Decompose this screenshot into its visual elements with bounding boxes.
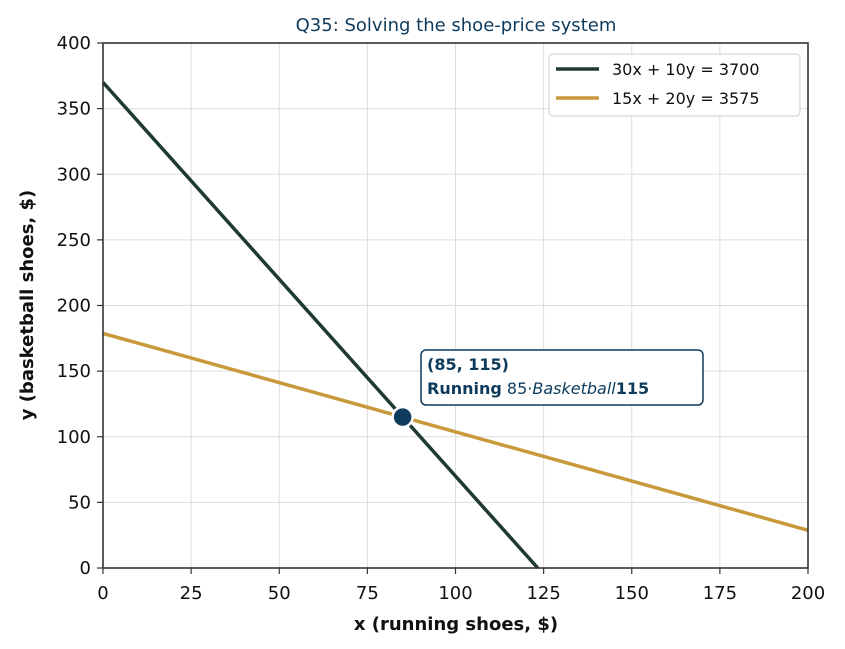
x-tick-label: 75 (356, 583, 379, 604)
legend-label-2: 15x + 20y = 3575 (612, 89, 760, 108)
y-tick-label: 100 (57, 427, 91, 448)
y-tick-label: 300 (57, 164, 91, 185)
x-tick-label: 150 (615, 583, 649, 604)
legend-label-1: 30x + 10y = 3700 (612, 60, 760, 79)
y-tick-label: 50 (68, 492, 91, 513)
series-layer (101, 81, 809, 570)
intersection-layer: (85, 115) Running 85·Basketball115 (391, 349, 704, 429)
y-tick-label: 150 (57, 361, 91, 382)
ticks: 0 25 50 75 100 125 150 175 200 0 50 100 150 200 250 300… (57, 33, 826, 604)
x-axis-label: x (running shoes, $) (354, 614, 558, 635)
chart-title: Q35: Solving the shoe-price system (296, 15, 617, 36)
legend-box (548, 53, 801, 117)
series-line-2 (102, 331, 809, 532)
x-tick-label: 100 (438, 583, 472, 604)
intersection-label-part: Running (427, 379, 502, 398)
intersection-label-line1: (85, 115) (427, 355, 509, 374)
intersection-label-part: Basketball (532, 379, 616, 398)
intersection-annotation-box (420, 349, 704, 406)
legend: 30x + 10y = 3700 15x + 20y = 3575 (548, 53, 801, 117)
y-tick-label: 0 (80, 558, 91, 579)
y-tick-label: 350 (57, 99, 91, 120)
series-line-1 (101, 81, 540, 570)
intersection-label-line2: Running 85·Basketball115 (427, 379, 649, 398)
x-tick-label: 25 (180, 583, 203, 604)
intersection-label-part: 115 (616, 379, 649, 398)
x-tick-label: 125 (526, 583, 560, 604)
x-tick-label: 0 (97, 583, 108, 604)
intersection-label-part: 85· (502, 379, 533, 398)
y-tick-label: 200 (57, 296, 91, 317)
intersection-point (391, 405, 414, 429)
y-tick-label: 250 (57, 230, 91, 251)
x-tick-label: 175 (703, 583, 737, 604)
x-tick-label: 50 (268, 583, 291, 604)
y-axis-label: y (basketball shoes, $) (17, 190, 38, 421)
x-tick-label: 200 (791, 583, 825, 604)
y-tick-label: 400 (57, 33, 91, 54)
